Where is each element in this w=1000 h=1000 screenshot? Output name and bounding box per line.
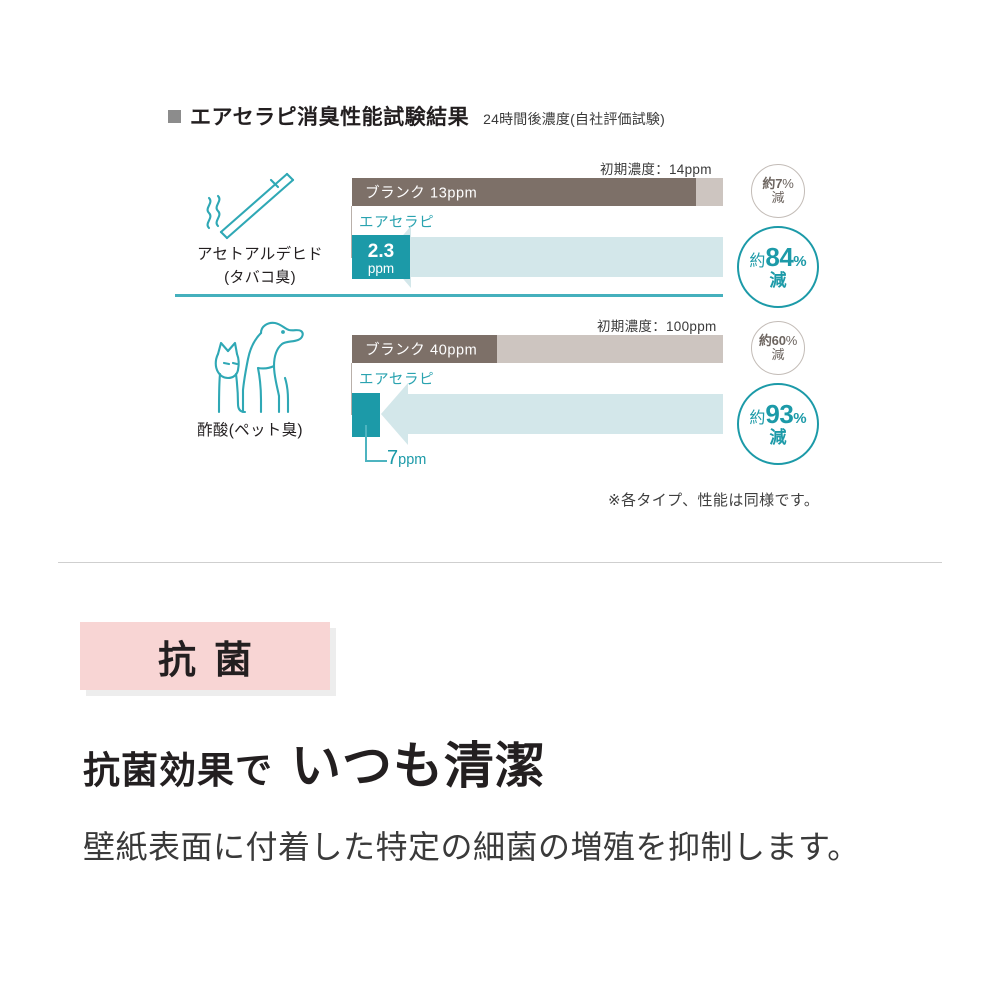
blank-reduction-badge-suffix-2: 減 <box>771 346 785 362</box>
chart-footnote: ※各タイプ、性能は同様です。 <box>608 492 820 509</box>
product-label-2: エアセラピ <box>359 372 435 388</box>
category-label-main-1: アセトアルデヒド <box>197 246 323 263</box>
callout-value: 7 <box>387 447 399 469</box>
category-label-main-2: 酢酸(ペット臭) <box>197 422 303 439</box>
product-reduction-badge-suffix-1: 減 <box>769 270 787 290</box>
callout-leader-horizontal <box>365 460 387 462</box>
blank-reduction-badge-value-1: 約7% <box>762 176 794 192</box>
antibacterial-heading-lead: 抗菌効果で <box>83 750 273 791</box>
initial-concentration-label-2: 初期濃度：100ppm <box>597 319 717 334</box>
category-label-2: 酢酸(ペット臭) <box>155 418 345 440</box>
product-value-number-1: 2.3 <box>367 241 395 262</box>
callout-leader-vertical <box>365 425 367 462</box>
chart-title: エアセラピ消臭性能試験結果 <box>190 106 470 129</box>
blank-bar-fill-2 <box>352 335 497 363</box>
chart-title-row: エアセラピ消臭性能試験結果 24時間後濃度(自社評価試験) <box>168 101 665 131</box>
reduction-arrow-2 <box>408 394 723 434</box>
reduction-arrow-1 <box>411 237 723 277</box>
chart-row-acetic-acid: 初期濃度：100ppm ブランク 40ppm エアセラピ 約60% 減 約 93%… <box>0 308 1000 483</box>
antibacterial-heading: 抗菌効果で いつも清潔 <box>83 726 546 798</box>
blank-reduction-badge-suffix-1: 減 <box>771 189 785 205</box>
blank-reduction-badge-2: 約60% 減 <box>751 321 805 375</box>
dog-cat-icon <box>188 316 313 426</box>
blank-bar-fill-1 <box>352 178 696 206</box>
antibacterial-heading-main: いつも清潔 <box>291 738 546 794</box>
product-reduction-badge-suffix-2: 減 <box>769 427 787 447</box>
square-marker-icon <box>168 110 181 123</box>
antibacterial-body-text: 壁紙表面に付着した特定の細菌の増殖を抑制します。 <box>83 829 860 865</box>
axis-line-2 <box>351 363 352 415</box>
product-reduction-badge-value-2: 約 93% <box>749 398 807 429</box>
category-label-1: アセトアルデヒド (タバコ臭) <box>165 242 355 287</box>
chart-row-acetaldehyde: 初期濃度：14ppm ブランク 13ppm エアセラピ 2.3 ppm 約7% … <box>0 150 1000 308</box>
product-reduction-badge-1: 約 84% 減 <box>737 226 819 308</box>
product-value-bar-1: 2.3 ppm <box>352 235 410 279</box>
blank-bar-2: ブランク 40ppm <box>352 335 723 363</box>
antibacterial-banner: 抗菌 <box>80 622 330 690</box>
callout-unit: ppm <box>398 452 427 468</box>
blank-reduction-badge-value-2: 約60% <box>758 333 798 349</box>
blank-bar-label-1: ブランク 13ppm <box>365 185 478 202</box>
row-divider <box>175 294 723 297</box>
product-reduction-badge-value-1: 約 84% <box>749 241 807 272</box>
initial-concentration-label-1: 初期濃度：14ppm <box>600 162 712 177</box>
blank-reduction-badge-1: 約7% 減 <box>751 164 805 218</box>
cigarette-icon <box>195 168 305 245</box>
category-label-sub-1: (タバコ臭) <box>224 269 296 286</box>
callout-text: 7ppm <box>387 447 426 470</box>
product-value-unit-1: ppm <box>367 261 395 276</box>
deodorant-test-chart: エアセラピ消臭性能試験結果 24時間後濃度(自社評価試験) 初期濃度：14ppm… <box>0 0 1000 560</box>
product-reduction-badge-2: 約 93% 減 <box>737 383 819 465</box>
blank-bar-label-2: ブランク 40ppm <box>365 342 478 359</box>
section-divider <box>58 562 942 563</box>
blank-bar-1: ブランク 13ppm <box>352 178 723 206</box>
chart-subtitle: 24時間後濃度(自社評価試験) <box>483 111 665 127</box>
value-callout-7ppm: 7ppm <box>352 425 442 475</box>
antibacterial-banner-label: 抗菌 <box>157 639 270 682</box>
axis-line-1 <box>351 206 352 258</box>
product-label-1: エアセラピ <box>359 215 435 231</box>
